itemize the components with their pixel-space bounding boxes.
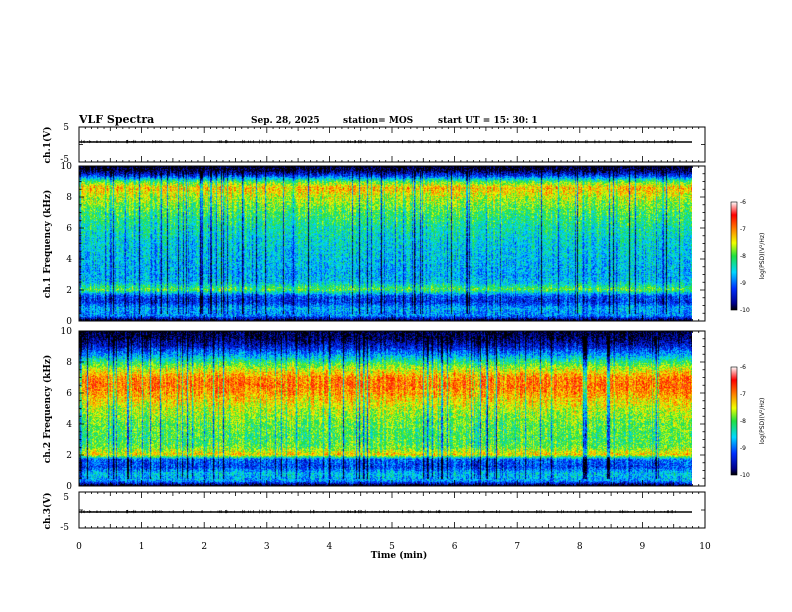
ytick-label: 6 xyxy=(66,389,72,399)
ytick-label: 5 xyxy=(63,493,69,503)
xtick-label: 7 xyxy=(514,542,520,552)
xtick-label: 6 xyxy=(452,542,458,552)
ytick-label: 2 xyxy=(66,451,72,461)
ytick-label: 10 xyxy=(61,327,73,337)
xtick-label: 9 xyxy=(640,542,646,552)
colorbar-tick: -6 xyxy=(740,199,746,206)
colorbar-tick: -8 xyxy=(740,418,746,425)
ch1-spectrogram-image xyxy=(79,166,692,321)
colorbar-tick: -7 xyxy=(740,391,746,398)
ytick-label: 4 xyxy=(66,255,72,265)
panel-ch1-spectrogram: 0 2 4 6 8 10 ch.1 Frequency (kHz) -6 -7 … xyxy=(42,162,766,327)
ytick-label: 2 xyxy=(66,286,72,296)
ch2-frequency-ylabel: ch.2 Frequency (kHz) xyxy=(42,355,53,464)
colorbar-label: log(PSD)(V²/Hz) xyxy=(759,398,766,445)
ch3-waveform-spikes xyxy=(78,509,676,514)
date-label: Sep. 28, 2025 xyxy=(251,116,320,126)
colorbar-gradient xyxy=(730,366,738,476)
colorbar-tick: -9 xyxy=(740,280,746,287)
ch2-colorbar: -6 -7 -8 -9 -10 log(PSD)(V²/Hz) xyxy=(730,364,766,479)
ytick-label: -5 xyxy=(60,155,69,165)
station-label: station= MOS xyxy=(343,116,413,126)
ytick-label: 4 xyxy=(66,420,72,430)
xtick-label: 1 xyxy=(139,542,145,552)
xtick-label: 0 xyxy=(76,542,82,552)
colorbar-label: log(PSD)(V²/Hz) xyxy=(759,233,766,280)
xtick-label: 3 xyxy=(264,542,270,552)
ytick-label: 8 xyxy=(66,358,72,368)
tick-marks xyxy=(78,126,706,529)
ytick-label: 0 xyxy=(66,317,72,327)
colorbar-gradient xyxy=(730,201,738,311)
colorbar-tick: -6 xyxy=(740,364,746,371)
ytick-label: 0 xyxy=(66,482,72,492)
xtick-label: 5 xyxy=(389,542,395,552)
xtick-label: 10 xyxy=(699,542,711,552)
colorbar-tick: -8 xyxy=(740,253,746,260)
ytick-label: 6 xyxy=(66,224,72,234)
ch1-frequency-ylabel: ch.1 Frequency (kHz) xyxy=(42,190,53,299)
colorbar-tick: -10 xyxy=(740,307,750,314)
x-axis: 0 1 2 3 4 5 6 7 8 9 10 xyxy=(76,542,711,552)
panel-ch2-spectrogram: 0 2 4 6 8 10 ch.2 Frequency (kHz) -6 -7 … xyxy=(42,327,766,492)
x-axis-label: Time (min) xyxy=(371,550,428,561)
ytick-label: -5 xyxy=(60,523,69,533)
xtick-label: 4 xyxy=(327,542,333,552)
xtick-label: 2 xyxy=(201,542,207,552)
colorbar-tick: -10 xyxy=(740,472,750,479)
ytick-label: 10 xyxy=(61,162,73,172)
chart-title: VLF Spectra xyxy=(78,113,154,126)
ch2-spectrogram-image xyxy=(79,331,692,486)
xtick-label: 8 xyxy=(577,542,583,552)
colorbar-tick: -9 xyxy=(740,445,746,452)
start-time-label: start UT = 15: 30: 1 xyxy=(438,116,538,126)
ch1-colorbar: -6 -7 -8 -9 -10 log(PSD)(V²/Hz) xyxy=(730,199,766,314)
ch3-voltage-ylabel: ch.3(V) xyxy=(42,493,53,530)
ch1-waveform-spikes xyxy=(78,139,676,144)
ch1-voltage-ylabel: ch.1(V) xyxy=(42,127,53,164)
ytick-label: 5 xyxy=(63,123,69,133)
colorbar-tick: -7 xyxy=(740,226,746,233)
ytick-label: 8 xyxy=(66,193,72,203)
